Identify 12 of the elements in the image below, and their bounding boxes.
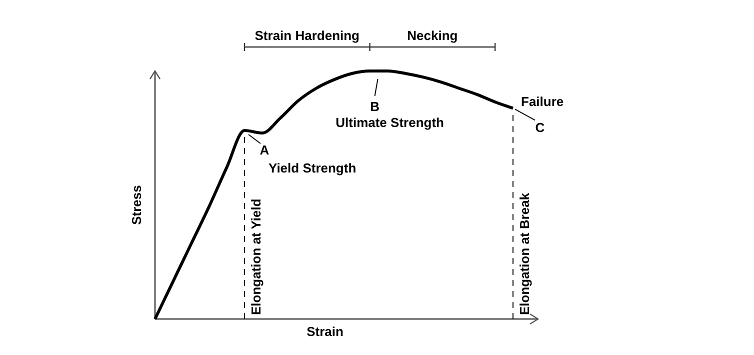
- annotation: B: [370, 99, 380, 114]
- text: Strain Hardening: [254, 28, 360, 43]
- x-axis-title: Strain: [306, 324, 344, 339]
- annotation: Yield Strength: [268, 160, 356, 176]
- annotation: Elongation at Break: [517, 192, 532, 315]
- annotation: C: [535, 120, 546, 136]
- annotation: Elongation at Yield: [248, 198, 264, 315]
- annotation: A: [260, 142, 270, 158]
- y-axis-title: Stress: [129, 185, 144, 225]
- text: Necking: [407, 28, 458, 43]
- annotation: Ultimate Strength: [336, 115, 444, 130]
- annotation: Failure: [521, 94, 564, 110]
